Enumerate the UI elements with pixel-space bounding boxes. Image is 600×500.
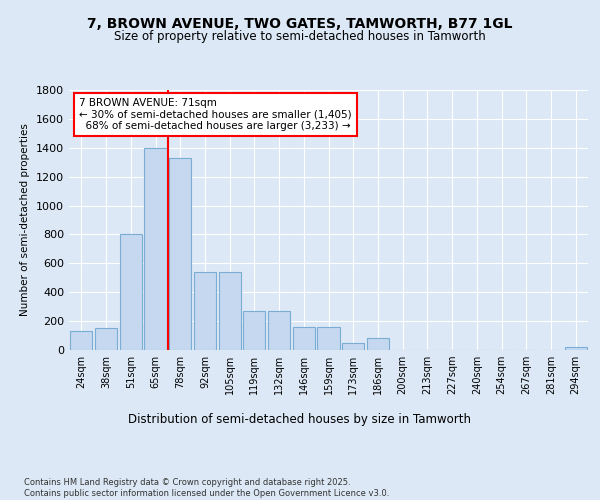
Bar xyxy=(95,328,117,350)
Y-axis label: Number of semi-detached properties: Number of semi-detached properties xyxy=(20,124,31,316)
Bar xyxy=(268,311,290,350)
Bar xyxy=(317,327,340,350)
Text: Size of property relative to semi-detached houses in Tamworth: Size of property relative to semi-detach… xyxy=(114,30,486,43)
Bar xyxy=(342,343,364,350)
Bar xyxy=(293,327,315,350)
Bar xyxy=(169,158,191,350)
Bar xyxy=(119,234,142,350)
Bar xyxy=(243,311,265,350)
Bar xyxy=(565,347,587,350)
Text: 7 BROWN AVENUE: 71sqm
← 30% of semi-detached houses are smaller (1,405)
  68% of: 7 BROWN AVENUE: 71sqm ← 30% of semi-deta… xyxy=(79,98,352,131)
Bar xyxy=(367,338,389,350)
Bar xyxy=(145,148,167,350)
Text: Contains HM Land Registry data © Crown copyright and database right 2025.
Contai: Contains HM Land Registry data © Crown c… xyxy=(24,478,389,498)
Bar xyxy=(218,272,241,350)
Bar xyxy=(70,331,92,350)
Text: 7, BROWN AVENUE, TWO GATES, TAMWORTH, B77 1GL: 7, BROWN AVENUE, TWO GATES, TAMWORTH, B7… xyxy=(87,18,513,32)
Bar xyxy=(194,272,216,350)
Text: Distribution of semi-detached houses by size in Tamworth: Distribution of semi-detached houses by … xyxy=(128,412,472,426)
